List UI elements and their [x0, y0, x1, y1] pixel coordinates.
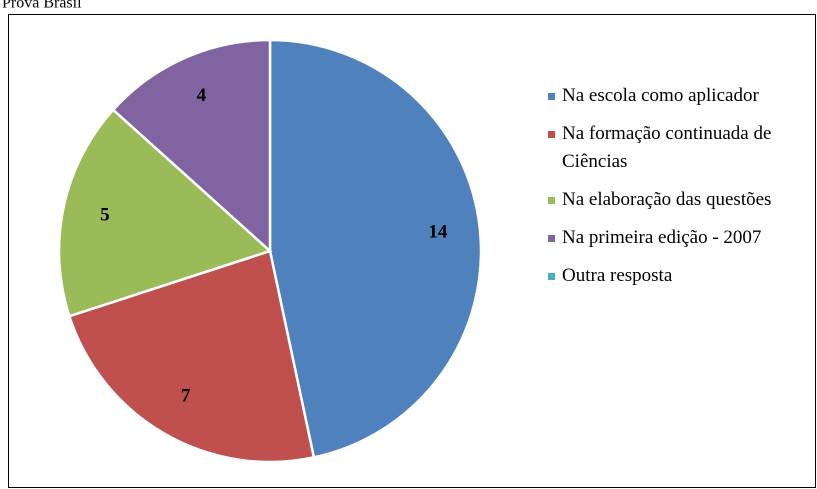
legend-label: Na primeira edição - 2007 — [562, 227, 762, 248]
legend-item: Na elaboração das questões — [548, 186, 808, 214]
legend-item: Na escola como aplicador — [548, 82, 808, 110]
legend-swatch — [548, 273, 555, 280]
data-label: 4 — [197, 85, 207, 106]
legend-swatch — [548, 235, 555, 242]
legend: Na escola como aplicador Na formação cont… — [548, 82, 808, 300]
pie-slice — [268, 38, 483, 459]
legend-item: Outra resposta — [548, 262, 808, 290]
chart-title: Prova Brasil — [2, 0, 82, 12]
pie-slice — [67, 249, 316, 464]
legend-item: Na primeira edição - 2007 — [548, 224, 808, 252]
legend-label: Outra resposta — [562, 265, 673, 286]
chart-frame — [8, 14, 816, 488]
legend-label: Na elaboração das questões — [562, 189, 772, 210]
pie-slice — [111, 38, 272, 254]
data-label: 5 — [100, 204, 110, 225]
legend-item: Na formação continuada de Ciências — [548, 120, 808, 176]
data-label: 14 — [428, 222, 448, 243]
legend-swatch — [548, 131, 555, 138]
data-label: 7 — [181, 386, 191, 407]
legend-swatch — [548, 197, 555, 204]
legend-label: Na escola como aplicador — [562, 85, 759, 106]
legend-label: Na formação continuada de Ciências — [562, 123, 772, 172]
legend-swatch — [548, 93, 555, 100]
pie-slice — [57, 108, 273, 318]
